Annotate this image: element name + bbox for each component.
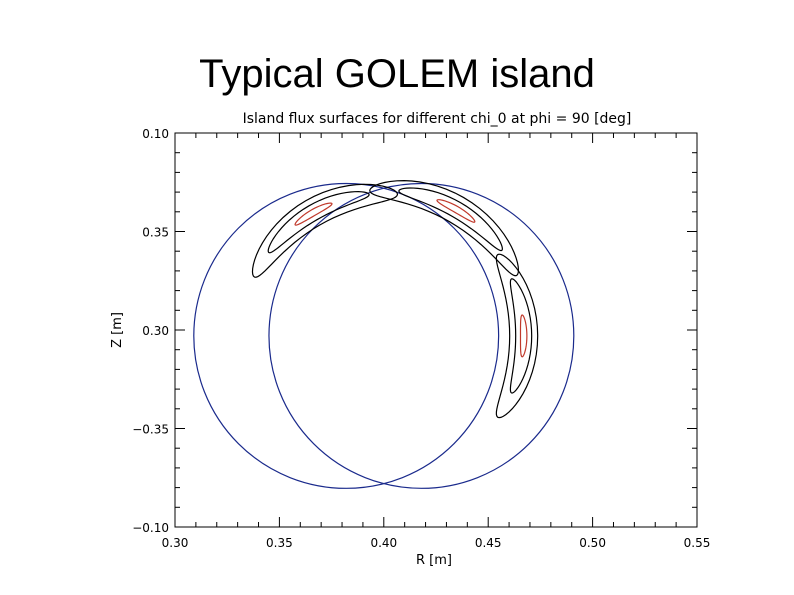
- axis-ticks: 0.30 0.35 0.40 0.45 0.50 0.55 0.10 0.35 0.30 −0.3…: [132, 127, 710, 550]
- y-tick-label: 0.30: [142, 324, 169, 338]
- island-surface-inner: [398, 187, 503, 252]
- y-tick-label: −0.35: [132, 423, 169, 437]
- y-tick-label: −0.10: [132, 521, 169, 535]
- x-tick-label: 0.55: [684, 536, 711, 550]
- island-core: [294, 202, 333, 226]
- island-surface-inner: [267, 191, 370, 254]
- x-tick-label: 0.35: [266, 536, 293, 550]
- island-core: [519, 314, 528, 358]
- island-core: [436, 199, 476, 223]
- x-tick-label: 0.30: [162, 536, 189, 550]
- slide-title: Typical GOLEM island: [199, 52, 595, 96]
- x-axis-label: R [m]: [416, 553, 452, 568]
- x-tick-label: 0.40: [370, 536, 397, 550]
- island-surface-inner: [509, 278, 533, 394]
- y-tick-label: 0.35: [142, 226, 169, 240]
- x-tick-label: 0.45: [475, 536, 502, 550]
- island-surface-outer: [251, 183, 399, 278]
- separatrix-circle: [268, 182, 575, 489]
- y-tick-label: 0.10: [142, 127, 169, 141]
- island-surface-outer: [495, 253, 539, 419]
- flux-surfaces: [193, 180, 575, 489]
- chart-title: Island flux surfaces for different chi_0…: [243, 111, 632, 127]
- x-tick-label: 0.50: [579, 536, 606, 550]
- separatrix-circle: [193, 182, 500, 489]
- island-surface-outer: [369, 180, 520, 277]
- y-axis-label: Z [m]: [110, 312, 125, 348]
